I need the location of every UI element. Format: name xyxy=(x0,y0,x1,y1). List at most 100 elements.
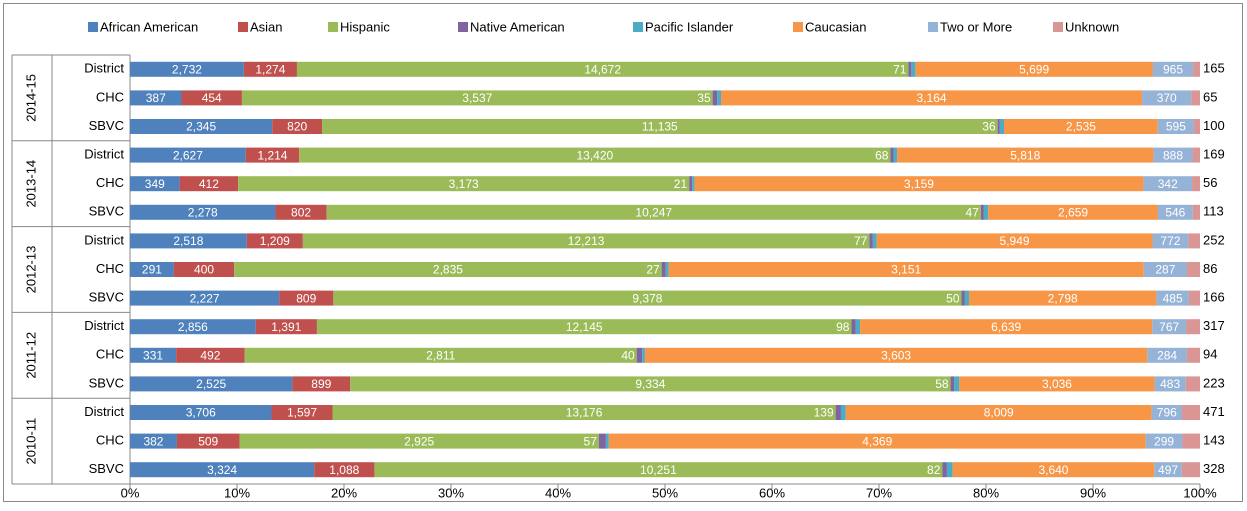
bar-segment xyxy=(598,433,606,449)
data-label: 11,135 xyxy=(642,120,678,134)
bar-segment xyxy=(1154,376,1186,392)
bar-segment xyxy=(897,147,1154,163)
bar-segment xyxy=(1193,61,1200,77)
bar-segment xyxy=(997,119,1000,134)
data-label: 3,164 xyxy=(917,91,947,105)
data-label: 2,345 xyxy=(186,120,216,134)
bar-segment xyxy=(1157,119,1194,134)
y-tick-label: CHC xyxy=(96,175,124,190)
data-label: 291 xyxy=(142,263,162,277)
bar-segment xyxy=(173,262,235,277)
data-label: 965 xyxy=(1163,62,1183,76)
bar-segment xyxy=(1147,347,1187,363)
x-tick-label: 60% xyxy=(759,485,785,500)
data-label: 98 xyxy=(836,320,850,334)
data-label: 1,274 xyxy=(255,62,285,76)
data-label: 56 xyxy=(1203,175,1217,190)
bar-segment xyxy=(181,90,242,106)
data-label: 349 xyxy=(145,177,165,191)
data-label: 223 xyxy=(1203,375,1225,390)
bar-segment xyxy=(644,347,1148,363)
bar-segment xyxy=(1153,147,1193,163)
data-label: 1,391 xyxy=(271,320,301,334)
bar-segment xyxy=(876,233,1153,249)
data-label: 1,088 xyxy=(329,463,359,477)
data-label: 2,227 xyxy=(190,291,220,305)
bar-segment xyxy=(983,204,989,220)
data-label: 86 xyxy=(1203,261,1217,276)
bar-segment xyxy=(608,433,1146,449)
bar-segment xyxy=(332,405,836,420)
bar-segment xyxy=(246,233,303,249)
bar-segment xyxy=(1188,290,1200,306)
legend-label: Unknown xyxy=(1065,19,1119,34)
bar-segment xyxy=(1145,433,1183,449)
bar-segment xyxy=(988,204,1158,220)
bar-segment xyxy=(1186,319,1200,335)
y-tick-label: CHC xyxy=(96,433,124,448)
legend-swatch xyxy=(328,22,338,32)
data-label: 299 xyxy=(1154,434,1174,448)
data-label: 113 xyxy=(1203,204,1224,219)
bar-segment xyxy=(130,262,174,277)
data-label: 3,151 xyxy=(891,263,921,277)
data-label: 595 xyxy=(1166,120,1186,134)
group-label: 2014-15 xyxy=(23,74,38,122)
bar-segment xyxy=(869,233,873,249)
bar-segment xyxy=(1152,233,1189,249)
data-label: 3,537 xyxy=(462,91,492,105)
bar-segment xyxy=(911,61,916,77)
data-label: 802 xyxy=(291,205,311,219)
data-label: 317 xyxy=(1203,318,1225,333)
bar-segment xyxy=(1193,119,1200,134)
data-label: 2,535 xyxy=(1066,120,1096,134)
data-label: 454 xyxy=(202,91,222,105)
bar-segment xyxy=(130,433,177,449)
data-label: 13,420 xyxy=(576,148,613,162)
data-label: 143 xyxy=(1203,433,1225,448)
y-tick-label: District xyxy=(84,232,124,247)
data-label: 497 xyxy=(1158,463,1178,477)
data-label: 3,603 xyxy=(881,348,911,362)
bar-segment xyxy=(244,347,637,363)
bar-segment xyxy=(1143,262,1188,277)
bar-segment xyxy=(1182,433,1200,449)
data-label: 14,672 xyxy=(584,62,621,76)
data-label: 2,856 xyxy=(178,320,208,334)
bar-segment xyxy=(942,462,947,478)
y-tick-label: SBVC xyxy=(89,290,124,305)
y-tick-label: SBVC xyxy=(89,204,124,219)
bar-segment xyxy=(908,61,912,77)
data-label: 331 xyxy=(143,348,163,362)
bar-segment xyxy=(717,90,722,106)
bar-segment xyxy=(1185,376,1200,392)
data-label: 68 xyxy=(875,148,889,162)
legend-label: Asian xyxy=(250,19,283,34)
data-label: 57 xyxy=(584,434,598,448)
bar-segment xyxy=(999,119,1005,134)
bar-segment xyxy=(642,347,645,363)
bar-segment xyxy=(636,347,643,363)
legend-swatch xyxy=(238,22,248,32)
bar-segment xyxy=(130,376,293,392)
group-label: 2012-13 xyxy=(23,246,38,294)
data-label: 767 xyxy=(1159,320,1179,334)
legend-swatch xyxy=(88,22,98,32)
bar-segment xyxy=(130,462,315,478)
data-label: 2,518 xyxy=(173,234,203,248)
data-label: 382 xyxy=(143,434,163,448)
data-label: 809 xyxy=(296,291,316,305)
data-label: 3,324 xyxy=(207,463,237,477)
x-tick-label: 80% xyxy=(973,485,999,500)
x-tick-label: 70% xyxy=(866,485,892,500)
bar-segment xyxy=(1192,176,1200,192)
legend-label: African American xyxy=(100,19,198,34)
data-label: 284 xyxy=(1157,348,1177,362)
data-label: 40 xyxy=(621,348,635,362)
bar-segment xyxy=(980,204,984,220)
bar-segment xyxy=(176,433,240,449)
bar-segment xyxy=(661,262,666,277)
data-label: 370 xyxy=(1157,91,1177,105)
bar-segment xyxy=(1187,262,1200,277)
